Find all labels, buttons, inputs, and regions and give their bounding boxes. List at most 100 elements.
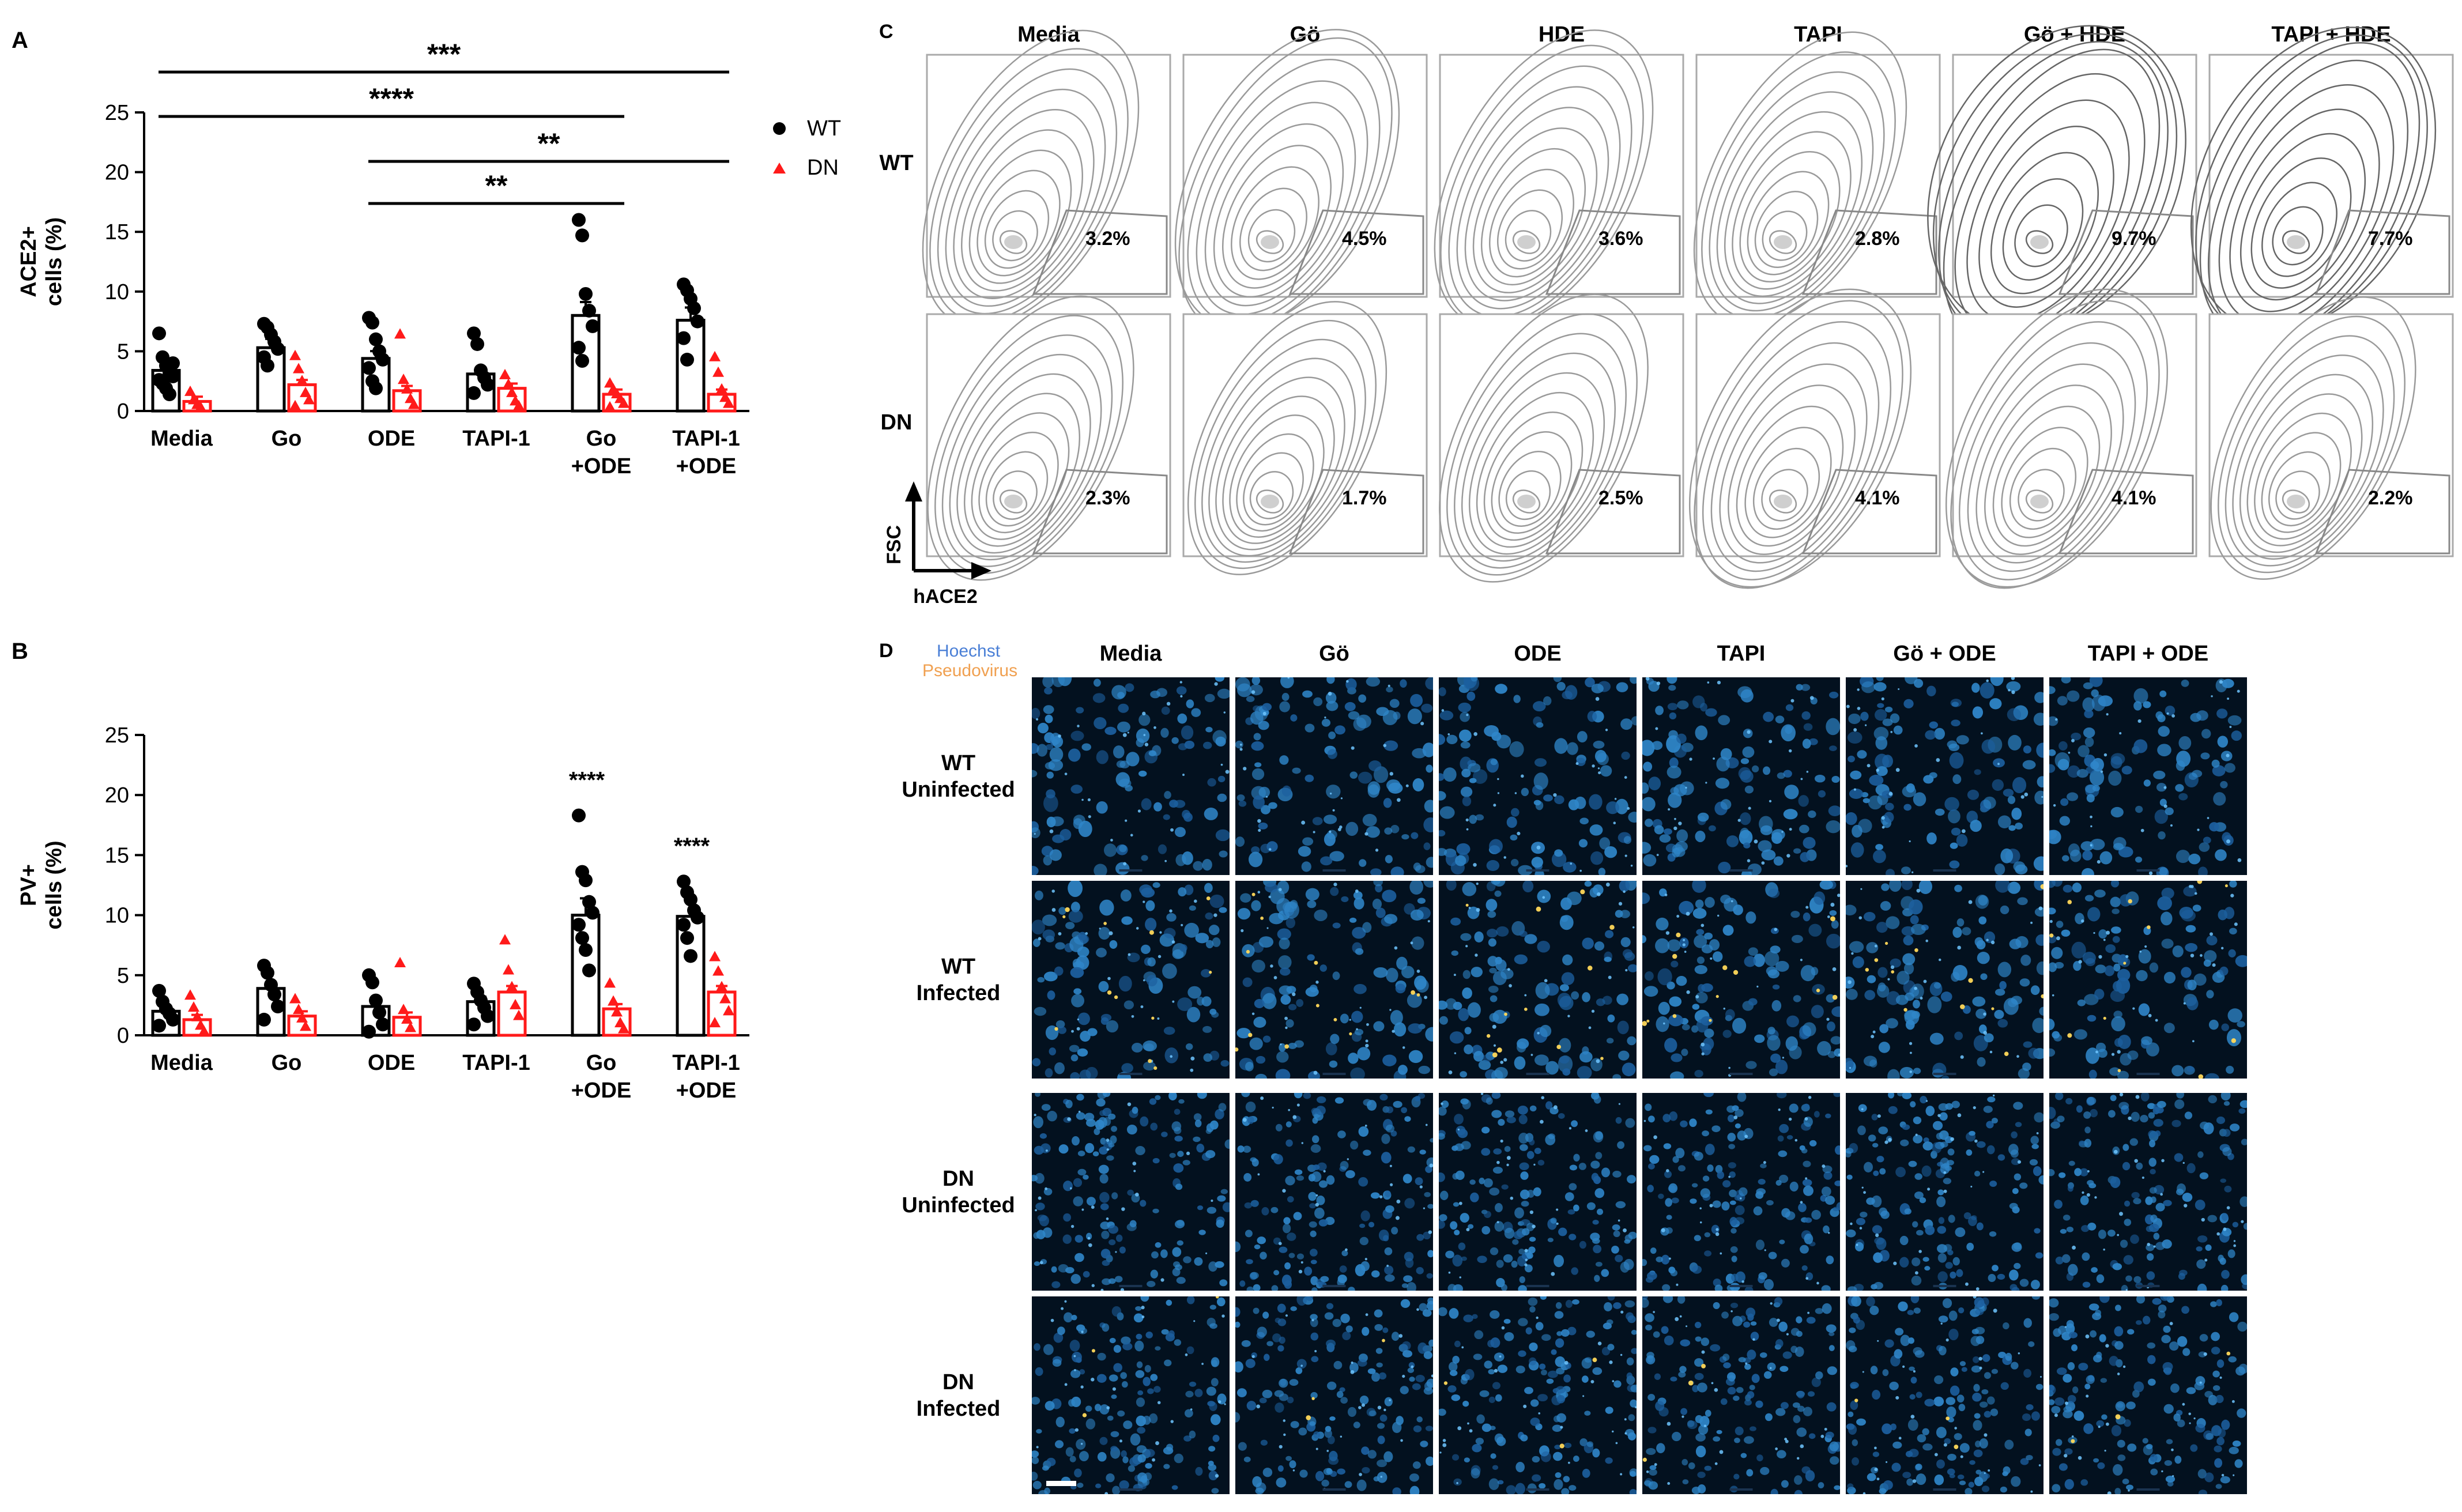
nucleus xyxy=(1184,884,1194,895)
nucleus xyxy=(1325,1217,1335,1226)
nucleus xyxy=(1236,1028,1251,1039)
nucleus xyxy=(1035,1202,1045,1211)
nucleus xyxy=(1163,927,1176,939)
nucleus xyxy=(1662,1284,1671,1291)
nucleus xyxy=(1925,1225,1935,1235)
nucleus xyxy=(1381,917,1393,927)
nucleus xyxy=(1675,841,1688,852)
nucleus xyxy=(1819,881,1833,890)
nucleus xyxy=(2013,861,2026,872)
nucleus xyxy=(1039,1133,1047,1139)
nucleus xyxy=(1751,765,1759,772)
bright-nucleus xyxy=(2078,960,2082,964)
bright-nucleus xyxy=(2155,1019,2158,1022)
bright-nucleus xyxy=(1568,1461,1570,1464)
bright-nucleus xyxy=(1351,746,1355,750)
nucleus xyxy=(1140,1116,1149,1127)
nucleus xyxy=(1606,1319,1613,1325)
bright-nucleus xyxy=(1895,1396,1899,1400)
nucleus xyxy=(1096,750,1109,764)
nucleus xyxy=(1872,1225,1883,1234)
nucleus xyxy=(2219,1213,2229,1224)
nucleus xyxy=(2112,1263,2122,1270)
nucleus xyxy=(1811,1377,1821,1387)
nucleus xyxy=(1594,941,1605,951)
nucleus xyxy=(2110,806,2124,818)
nucleus xyxy=(1591,1172,1599,1182)
legend-wt-marker xyxy=(773,122,786,135)
nucleus xyxy=(2067,765,2080,778)
nucleus xyxy=(1504,1332,1514,1341)
nucleus xyxy=(1754,1034,1765,1043)
bright-nucleus xyxy=(1225,770,1230,774)
bright-nucleus xyxy=(1965,1282,1969,1286)
nucleus xyxy=(1923,1219,1933,1230)
bright-nucleus xyxy=(1984,1433,1988,1437)
nucleus xyxy=(2011,1158,2020,1166)
data-point-dn xyxy=(300,386,311,397)
nucleus xyxy=(1595,1152,1603,1160)
nucleus xyxy=(1371,1270,1380,1278)
nucleus xyxy=(1735,1271,1745,1283)
nucleus xyxy=(1451,1394,1461,1401)
bright-nucleus xyxy=(1782,1057,1785,1059)
nucleus xyxy=(1667,939,1681,952)
bright-nucleus xyxy=(1447,733,1450,736)
x-tick-label: ODE xyxy=(368,1051,415,1075)
nucleus xyxy=(1184,922,1199,938)
nucleus xyxy=(1326,1175,1335,1185)
nucleus xyxy=(1850,770,1862,780)
nucleus xyxy=(1919,1197,1926,1204)
nucleus xyxy=(1957,1475,1965,1480)
nucleus xyxy=(1612,1224,1620,1231)
nucleus xyxy=(1296,1175,1304,1181)
pseudovirus-spot xyxy=(1314,960,1318,965)
bright-nucleus xyxy=(1465,818,1469,822)
nucleus xyxy=(1384,827,1393,835)
nucleus xyxy=(2123,1255,2133,1265)
nucleus xyxy=(1705,1409,1711,1417)
nucleus xyxy=(1704,1465,1712,1471)
pseudovirus-spot xyxy=(1151,1016,1155,1020)
nucleus xyxy=(1604,1302,1612,1311)
nucleus xyxy=(1895,1328,1904,1336)
nucleus xyxy=(2009,1202,2018,1209)
nucleus xyxy=(2184,1065,2195,1075)
nucleus xyxy=(2055,1256,2064,1265)
bright-nucleus xyxy=(2090,844,2092,847)
nucleus xyxy=(1497,1364,1508,1373)
nucleus xyxy=(1312,817,1323,825)
bright-nucleus xyxy=(1707,681,1710,684)
nucleus xyxy=(1411,832,1419,839)
nucleus xyxy=(2228,1356,2237,1363)
nucleus xyxy=(2068,1264,2078,1276)
pseudovirus-spot xyxy=(1349,1032,1352,1036)
nucleus xyxy=(1362,1467,1370,1474)
bright-nucleus xyxy=(1182,774,1185,776)
nucleus xyxy=(1781,724,1796,742)
nucleus xyxy=(1949,860,1960,869)
nucleus xyxy=(1240,893,1251,903)
pseudovirus-spot xyxy=(1492,1052,1498,1058)
nucleus xyxy=(1460,711,1470,722)
nucleus xyxy=(2099,851,2113,865)
nucleus xyxy=(1355,1264,1366,1277)
data-point-dn xyxy=(408,398,420,409)
nucleus xyxy=(1032,821,1039,833)
nucleus xyxy=(1472,1314,1478,1319)
bright-nucleus xyxy=(1461,1346,1464,1349)
bright-nucleus xyxy=(1339,825,1343,829)
nucleus xyxy=(2008,734,2022,751)
micrograph-tile xyxy=(1032,1093,1230,1291)
bright-nucleus xyxy=(1496,1221,1499,1224)
nucleus xyxy=(2072,883,2082,893)
pseudovirus-spot xyxy=(1946,1416,1950,1420)
nucleus xyxy=(1111,1192,1118,1200)
nucleus xyxy=(2179,906,2193,919)
nucleus xyxy=(1775,1408,1786,1416)
nucleus xyxy=(1559,1055,1570,1064)
nucleus xyxy=(1462,1099,1471,1110)
nucleus xyxy=(1786,1135,1793,1140)
bright-nucleus xyxy=(1853,788,1857,791)
nucleus xyxy=(1278,910,1290,921)
